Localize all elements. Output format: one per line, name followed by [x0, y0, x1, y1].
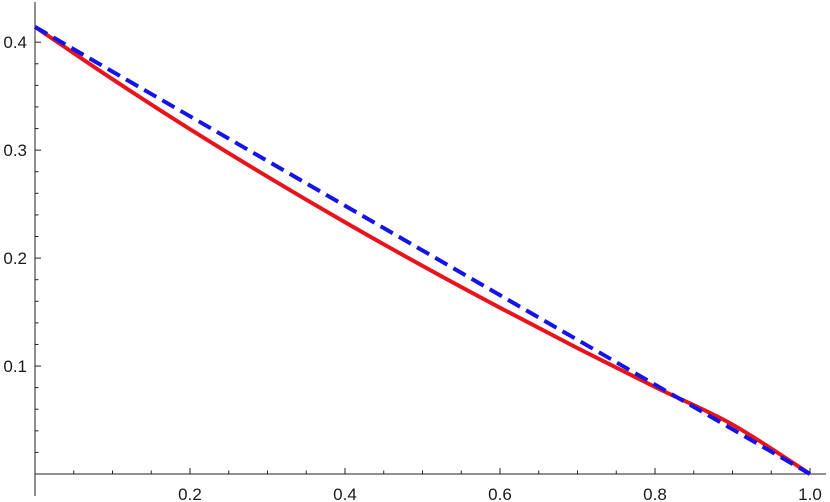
series-line-dashed: [34, 25, 811, 476]
y-tick-label: 0.2: [3, 249, 27, 268]
x-tick-label: 0.4: [333, 485, 357, 502]
ticks: [35, 41, 811, 474]
x-tick-label: 0.6: [488, 485, 512, 502]
y-tick-label: 0.1: [3, 357, 27, 376]
x-tick-label: 0.8: [643, 485, 667, 502]
axes: [34, 2, 826, 496]
y-tick-label: 0.4: [3, 33, 27, 52]
x-tick-label: 1.0: [798, 485, 822, 502]
y-tick-label: 0.3: [3, 141, 27, 160]
tick-labels: 0.2 0.4 0.6 0.8 1.0 0.1 0.2 0.3 0.4: [3, 33, 821, 502]
series-group: [33, 25, 812, 476]
x-tick-label: 0.2: [178, 485, 202, 502]
